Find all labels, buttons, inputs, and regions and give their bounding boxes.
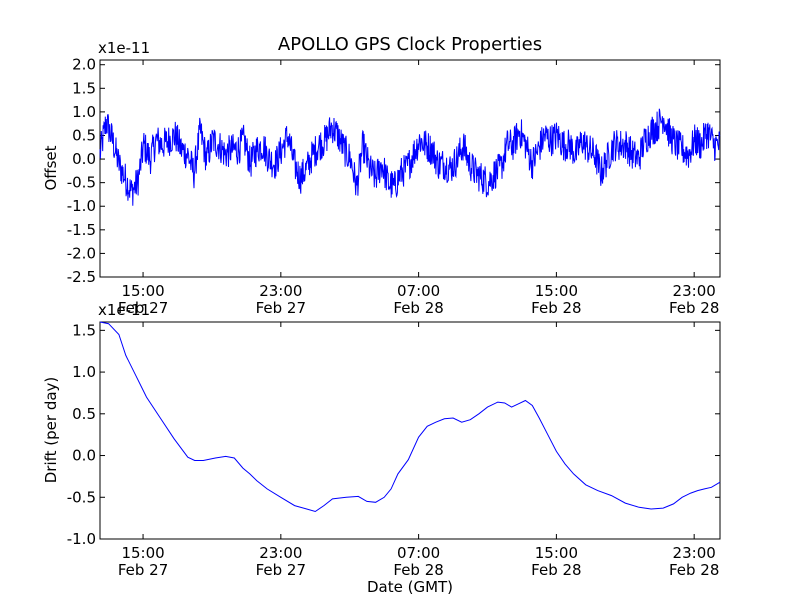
drift-ytick-label: -1.0 xyxy=(67,530,96,548)
offset-ytick-label: -2.5 xyxy=(67,268,96,286)
offset-plot-frame xyxy=(99,59,721,278)
offset-xtick-date: Feb 27 xyxy=(256,299,306,317)
offset-ytick-label: 1.0 xyxy=(72,103,96,121)
drift-exponent-label: x1e-11 xyxy=(98,301,150,319)
offset-xtick-time: 23:00 xyxy=(673,282,716,300)
offset-xtick-date: Feb 27 xyxy=(118,299,168,317)
offset-series-line xyxy=(99,108,721,206)
drift-series-line xyxy=(99,321,721,513)
offset-y-axis-label: Offset xyxy=(42,145,60,190)
drift-xtick-time: 23:00 xyxy=(673,544,716,562)
drift-ytick-label: -0.5 xyxy=(67,488,96,506)
drift-ytick-label: 1.5 xyxy=(72,321,96,339)
offset-xtick-time: 15:00 xyxy=(121,282,164,300)
drift-series xyxy=(99,321,721,513)
x-axis-label: Date (GMT) xyxy=(367,578,453,596)
drift-panel: x1e-11 Drift (per day) -1.0 -0.5 0.0 0.5 1.0… xyxy=(42,301,721,596)
drift-y-axis-label: Drift (per day) xyxy=(42,377,60,484)
offset-xtick-date: Feb 28 xyxy=(393,299,443,317)
offset-xtick-date: Feb 28 xyxy=(531,299,581,317)
offset-xtick-time: 15:00 xyxy=(535,282,578,300)
offset-ytick-label: 1.5 xyxy=(72,79,96,97)
drift-xtick-time: 15:00 xyxy=(121,544,164,562)
offset-ytick-label: -2.0 xyxy=(67,244,96,262)
drift-xtick-date: Feb 27 xyxy=(256,561,306,579)
offset-xtick-time: 23:00 xyxy=(259,282,302,300)
drift-xtick-date: Feb 28 xyxy=(531,561,581,579)
offset-ytick-label: -0.5 xyxy=(67,174,96,192)
drift-xtick-time: 15:00 xyxy=(535,544,578,562)
drift-ytick-label: 1.0 xyxy=(72,363,96,381)
drift-xtick-time: 23:00 xyxy=(259,544,302,562)
drift-xtick-date: Feb 28 xyxy=(393,561,443,579)
drift-xtick-date: Feb 27 xyxy=(118,561,168,579)
drift-xtick-time: 07:00 xyxy=(397,544,440,562)
drift-y-ticks: -1.0 -0.5 0.0 0.5 1.0 1.5 xyxy=(67,321,720,548)
offset-ytick-label: 0.5 xyxy=(72,126,96,144)
offset-panel: x1e-11 Offset -2.5 -2.0 -1.5 -1.0 -0.5 0.0 0.5… xyxy=(42,39,721,317)
offset-ytick-label: 0.0 xyxy=(72,150,96,168)
offset-exponent-label: x1e-11 xyxy=(98,39,150,57)
offset-ytick-label: 2.0 xyxy=(72,56,96,74)
offset-xtick-time: 07:00 xyxy=(397,282,440,300)
drift-xtick-date: Feb 28 xyxy=(669,561,719,579)
drift-ytick-label: 0.0 xyxy=(72,447,96,465)
offset-y-ticks: -2.5 -2.0 -1.5 -1.0 -0.5 0.0 0.5 1.0 1.5 2.0 xyxy=(67,56,720,286)
offset-xtick-date: Feb 28 xyxy=(669,299,719,317)
drift-plot-frame xyxy=(99,321,721,540)
drift-ytick-label: 0.5 xyxy=(72,405,96,423)
offset-series xyxy=(99,108,721,206)
offset-ytick-label: -1.5 xyxy=(67,221,96,239)
offset-ytick-label: -1.0 xyxy=(67,197,96,215)
chart-title: APOLLO GPS Clock Properties xyxy=(278,34,542,55)
